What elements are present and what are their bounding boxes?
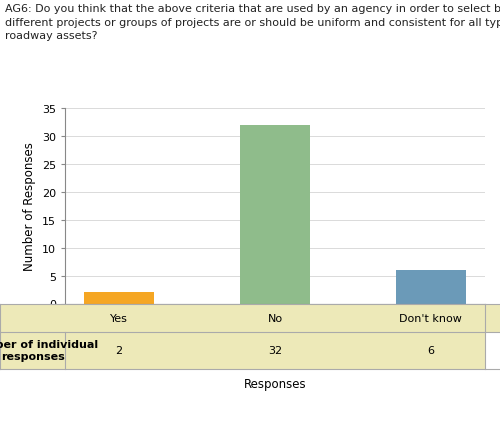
Y-axis label: Number of Responses: Number of Responses [24,142,36,270]
Text: Number of individual
responses: Number of individual responses [0,339,98,362]
Text: 32: 32 [268,345,282,355]
Bar [84,293,154,304]
Text: Responses: Responses [244,378,306,391]
Text: No: No [268,313,282,323]
Text: Yes: Yes [110,313,128,323]
Text: 6: 6 [428,345,434,355]
Text: Don't know: Don't know [400,313,462,323]
Bar [396,270,466,304]
Text: 2: 2 [116,345,122,355]
Text: AG6: Do you think that the above criteria that are used by an agency in order to: AG6: Do you think that the above criteri… [5,4,500,41]
Bar [240,125,310,304]
